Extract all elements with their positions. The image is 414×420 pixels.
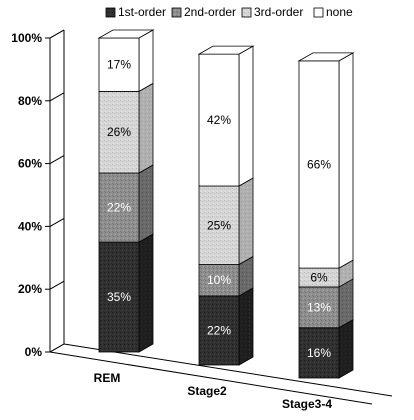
y-grid-side [49,280,65,290]
data-label: 13% [307,300,331,314]
axis-layer: 0% 20% 40% 60% 80% 100% [11,29,393,405]
data-label: 22% [207,323,231,337]
bar-segment-none-side [338,52,354,269]
bar-stack-rem [97,29,155,353]
bar-segment-1st-order [198,295,240,366]
y-tick-label: 80% [18,94,42,108]
x-category-label: Stage3-4 [282,397,332,411]
bar-top-cap [197,45,255,55]
data-label: 35% [107,290,131,304]
floor-back-edge [63,343,393,397]
bar-stack-stage3-4 [297,52,355,379]
legend-swatch [313,7,324,18]
bar-stack-stage2 [197,45,255,366]
bar-segment-3rd-order [98,90,140,174]
bar-segment-1st-order [298,327,340,379]
bar-segment-2nd-order [98,172,140,243]
bar-segment-2nd-order-side [338,278,354,329]
data-label: 6% [310,271,328,285]
data-label: 10% [207,273,231,287]
data-label: 16% [307,346,331,360]
legend: 1st-order 2nd-order 3rd-order none [100,4,368,20]
y-grid-side [49,92,65,102]
floor-front-edge [49,351,373,405]
data-label: 42% [207,113,231,127]
data-label: 25% [207,218,231,232]
bar-segment-none [298,60,340,269]
legend-label: none [326,5,353,19]
legend-label: 1st-order [118,5,166,19]
data-label: 66% [307,157,331,171]
bar-segment-2nd-order-side [138,164,154,243]
y-tick-label: 20% [18,282,42,296]
bar-segment-none [198,53,240,187]
legend-box [100,4,368,20]
legend-label: 3rd-order [254,5,303,19]
data-label: 17% [107,58,131,72]
y-grid-side [49,29,65,39]
bar-segment-3rd-order-side [138,82,154,174]
data-label: 22% [107,201,131,215]
bar-segment-1st-order [98,241,140,353]
bar-segment-1st-order-side [138,233,154,353]
bar-segment-none-side [138,29,154,93]
x-category-label: Stage2 [187,384,227,398]
y-tick-label: 100% [11,31,42,45]
y-tick-label: 40% [18,219,42,233]
bar-segment-1st-order-side [238,287,254,366]
data-label: 26% [107,125,131,139]
bar-segment-1st-order-side [338,319,354,379]
legend-swatch [105,7,116,18]
bars-layer [97,29,355,379]
bar-top-cap [97,29,155,39]
x-category-label: REM [94,371,121,385]
bar-top-cap [297,52,355,62]
legend-label: 2nd-order [184,5,236,19]
bar-segment-none [98,37,140,92]
bar-segment-3rd-order [198,185,240,265]
bar-segment-none-side [238,45,254,187]
bar-segment-2nd-order [198,264,240,297]
y-grid-side [49,217,65,227]
labels-layer: 35% 22% 26% 17% REM 22% 10% 25% 42% Stage2 16% 13% 6… [94,58,333,411]
y-tick-label: 60% [18,157,42,171]
bar-segment-3rd-order-side [238,177,254,266]
y-tick-label: 0% [25,345,43,359]
legend-swatch [241,7,252,18]
legend-swatch [171,7,182,18]
y-grid-side [49,155,65,165]
y-grid-side [49,343,65,353]
